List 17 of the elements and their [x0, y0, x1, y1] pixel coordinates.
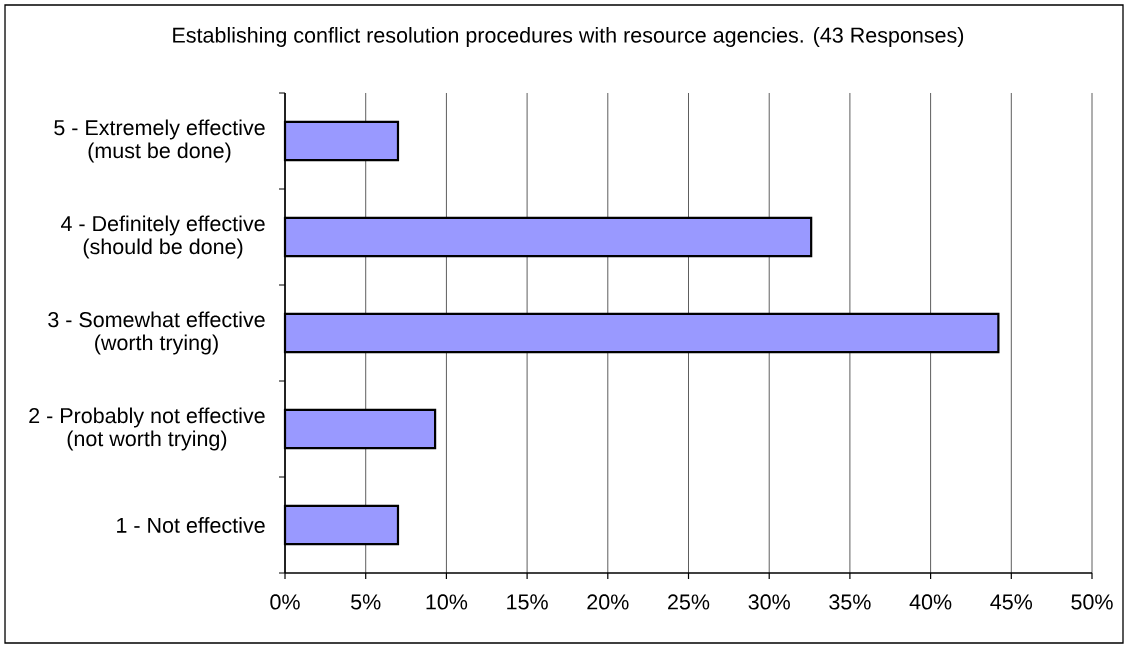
y-tick-label: 4 - Definitely effective (should be done) — [61, 215, 265, 259]
x-tick-label: 30% — [748, 594, 790, 610]
y-tick-label: 2 - Probably not effective (not worth trying) — [29, 407, 265, 451]
x-tick-label: 10% — [426, 594, 468, 610]
x-tick-label: 20% — [587, 594, 629, 610]
x-tick-label: 15% — [507, 594, 548, 610]
x-tick-label: 40% — [909, 594, 952, 610]
y-tick-label: 3 - Somewhat effective (worth trying) — [48, 311, 265, 355]
x-tick-label: 35% — [829, 594, 871, 610]
x-tick-label: 5% — [351, 594, 381, 610]
x-tick-label: 0% — [270, 594, 300, 610]
chart-title: Establishing conflict resolution procedures with resource agencies. (43 Responses) — [173, 26, 964, 48]
x-tick-label: 50% — [1071, 594, 1113, 610]
x-tick-label: 25% — [668, 594, 710, 610]
y-tick-label: 5 - Extremely effective (must be done) — [54, 119, 265, 163]
x-tick-label: 45% — [990, 594, 1033, 610]
y-tick-label: 1 - Not effective — [117, 517, 265, 533]
